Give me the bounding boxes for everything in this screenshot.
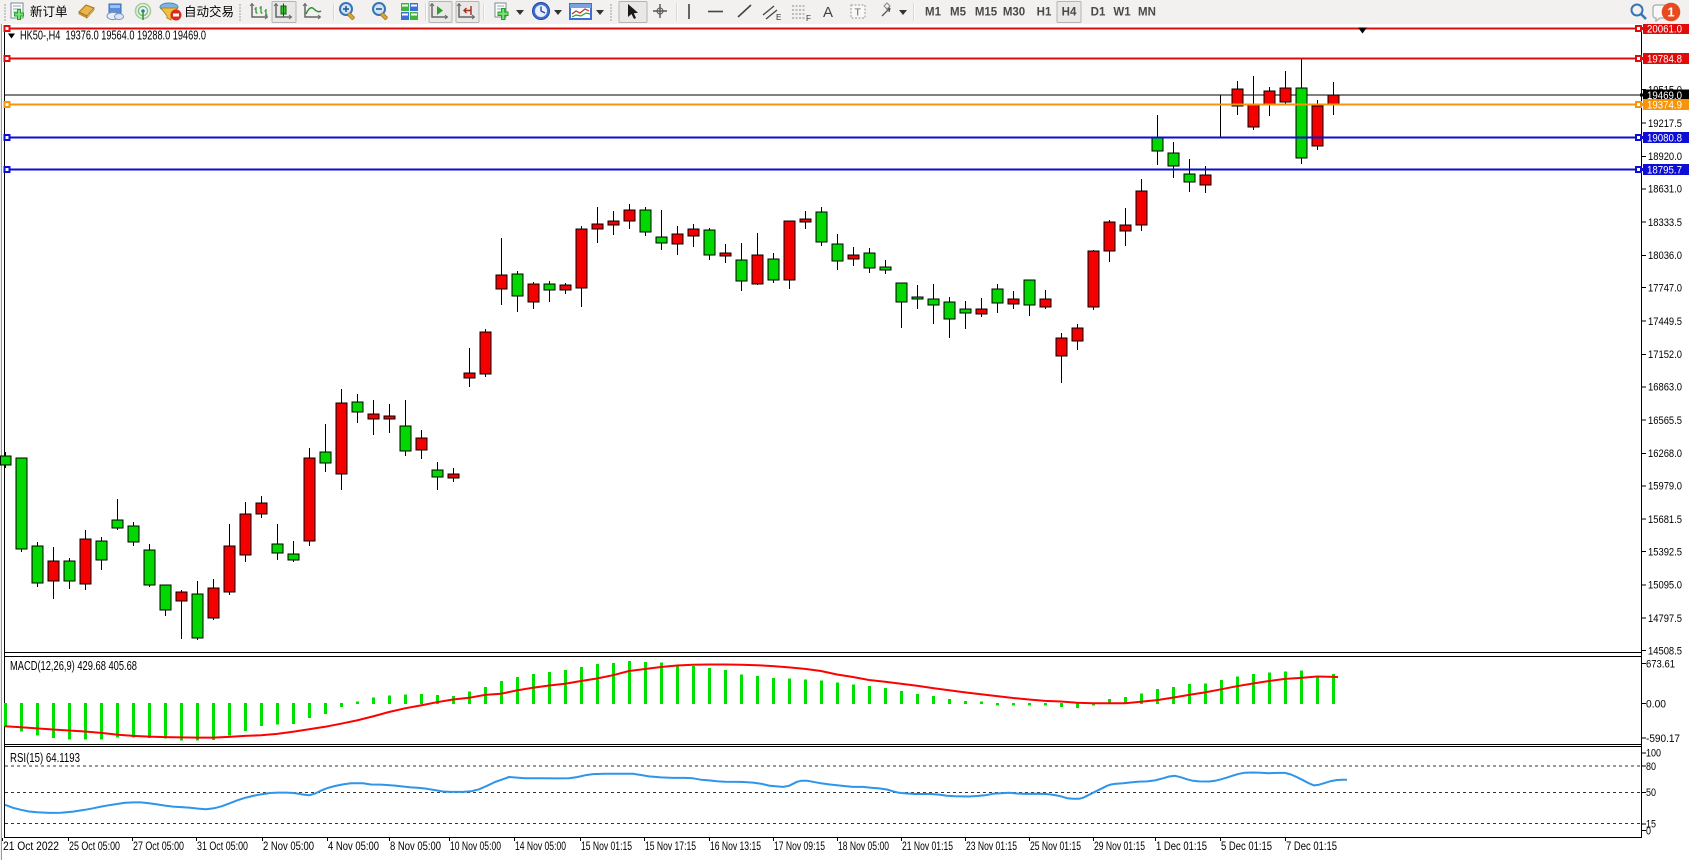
svg-text:29 Nov 01:15: 29 Nov 01:15 bbox=[1094, 839, 1145, 853]
svg-text:0: 0 bbox=[1646, 826, 1651, 838]
svg-text:19217.5: 19217.5 bbox=[1648, 118, 1682, 130]
svg-text:2 Nov 05:00: 2 Nov 05:00 bbox=[263, 839, 314, 853]
svg-text:新订单: 新订单 bbox=[30, 4, 68, 19]
svg-text:16268.0: 16268.0 bbox=[1648, 448, 1682, 460]
svg-text:18631.0: 18631.0 bbox=[1648, 184, 1682, 196]
svg-text:H1: H1 bbox=[1037, 7, 1052, 19]
svg-text:H4: H4 bbox=[1062, 7, 1077, 19]
svg-text:15392.5: 15392.5 bbox=[1648, 546, 1682, 558]
svg-text:16565.5: 16565.5 bbox=[1648, 415, 1682, 427]
svg-text:673.61: 673.61 bbox=[1646, 658, 1675, 670]
svg-text:27 Oct 05:00: 27 Oct 05:00 bbox=[133, 839, 184, 853]
svg-text:F: F bbox=[806, 14, 811, 23]
svg-text:15095.0: 15095.0 bbox=[1648, 580, 1682, 592]
svg-text:MN: MN bbox=[1138, 7, 1156, 19]
svg-text:50: 50 bbox=[1646, 787, 1656, 799]
svg-text:17152.0: 17152.0 bbox=[1648, 349, 1682, 361]
svg-text:1: 1 bbox=[1667, 5, 1674, 20]
svg-text:M1: M1 bbox=[925, 7, 942, 19]
svg-text:W1: W1 bbox=[1113, 7, 1131, 19]
svg-text:16863.0: 16863.0 bbox=[1648, 382, 1682, 394]
svg-text:15 Nov 01:15: 15 Nov 01:15 bbox=[581, 839, 632, 853]
svg-text:T: T bbox=[855, 7, 862, 19]
svg-text:M15: M15 bbox=[975, 7, 998, 19]
svg-text:18795.7: 18795.7 bbox=[1647, 164, 1682, 176]
svg-text:23 Nov 01:15: 23 Nov 01:15 bbox=[966, 839, 1017, 853]
svg-text:M30: M30 bbox=[1003, 7, 1025, 19]
svg-text:100: 100 bbox=[1646, 748, 1661, 760]
svg-text:15 Nov 17:15: 15 Nov 17:15 bbox=[645, 839, 696, 853]
svg-text:MACD(12,26,9) 429.68 405.68: MACD(12,26,9) 429.68 405.68 bbox=[10, 659, 137, 673]
svg-text:80: 80 bbox=[1646, 761, 1656, 773]
svg-text:15681.5: 15681.5 bbox=[1648, 514, 1682, 526]
svg-text:HK50-,H4 19376.0 19564.0 1928: HK50-,H4 19376.0 19564.0 19288.0 19469.0 bbox=[20, 29, 206, 43]
svg-text:5 Dec 01:15: 5 Dec 01:15 bbox=[1221, 839, 1272, 853]
svg-text:15: 15 bbox=[1646, 819, 1656, 831]
svg-text:18036.0: 18036.0 bbox=[1648, 250, 1682, 262]
svg-text:21 Oct 2022: 21 Oct 2022 bbox=[3, 839, 59, 853]
svg-text:RSI(15) 64.1193: RSI(15) 64.1193 bbox=[10, 751, 80, 765]
svg-text:A: A bbox=[823, 4, 833, 21]
svg-text:0.00: 0.00 bbox=[1646, 698, 1666, 710]
svg-text:D1: D1 bbox=[1091, 7, 1106, 19]
svg-text:19374.9: 19374.9 bbox=[1647, 99, 1682, 111]
svg-text:14508.5: 14508.5 bbox=[1648, 645, 1682, 657]
svg-text:14797.5: 14797.5 bbox=[1648, 613, 1682, 625]
svg-text:25 Nov 01:15: 25 Nov 01:15 bbox=[1030, 839, 1081, 853]
svg-text:19469.0: 19469.0 bbox=[1647, 90, 1682, 102]
svg-text:25 Oct 05:00: 25 Oct 05:00 bbox=[69, 839, 120, 853]
svg-text:M5: M5 bbox=[950, 7, 967, 19]
svg-text:-590.17: -590.17 bbox=[1646, 733, 1680, 745]
svg-text:19080.8: 19080.8 bbox=[1647, 132, 1682, 144]
svg-text:15979.0: 15979.0 bbox=[1648, 481, 1682, 493]
svg-text:17449.5: 17449.5 bbox=[1648, 316, 1682, 328]
svg-text:1 Dec 01:15: 1 Dec 01:15 bbox=[1156, 839, 1207, 853]
svg-text:17747.0: 17747.0 bbox=[1648, 283, 1682, 295]
svg-text:E: E bbox=[776, 13, 781, 22]
svg-text:8 Nov 05:00: 8 Nov 05:00 bbox=[390, 839, 441, 853]
svg-text:4 Nov 05:00: 4 Nov 05:00 bbox=[328, 839, 379, 853]
svg-text:14 Nov 05:00: 14 Nov 05:00 bbox=[515, 839, 566, 853]
svg-text:18333.5: 18333.5 bbox=[1648, 217, 1682, 229]
svg-text:21 Nov 01:15: 21 Nov 01:15 bbox=[902, 839, 953, 853]
svg-text:19784.8: 19784.8 bbox=[1647, 53, 1682, 65]
svg-text:31 Oct 05:00: 31 Oct 05:00 bbox=[197, 839, 248, 853]
svg-text:17 Nov 09:15: 17 Nov 09:15 bbox=[774, 839, 825, 853]
svg-text:16 Nov 13:15: 16 Nov 13:15 bbox=[710, 839, 761, 853]
svg-text:18920.0: 18920.0 bbox=[1648, 151, 1682, 163]
svg-text:自动交易: 自动交易 bbox=[184, 4, 234, 19]
svg-text:20061.0: 20061.0 bbox=[1647, 23, 1682, 35]
svg-text:18 Nov 05:00: 18 Nov 05:00 bbox=[838, 839, 889, 853]
svg-text:7 Dec 01:15: 7 Dec 01:15 bbox=[1286, 839, 1337, 853]
svg-text:10 Nov 05:00: 10 Nov 05:00 bbox=[450, 839, 501, 853]
